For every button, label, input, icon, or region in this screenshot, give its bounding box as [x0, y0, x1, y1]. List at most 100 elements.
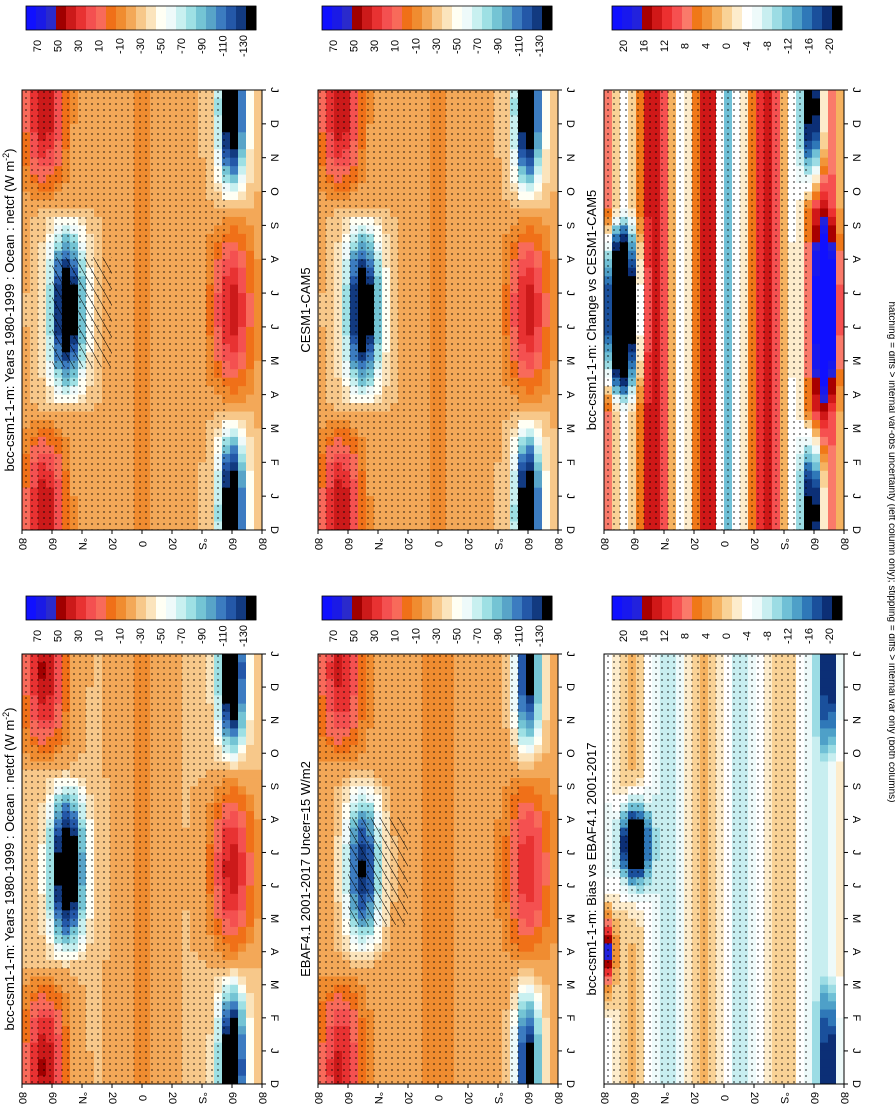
heatmap-cell: [254, 1017, 262, 1027]
heatmap-cell: [534, 1001, 543, 1011]
heatmap-cell: [550, 687, 558, 696]
heatmap-cell: [230, 360, 239, 370]
colorbar-swatch: [66, 596, 77, 620]
heatmap-cell: [518, 761, 527, 771]
heatmap-cell: [222, 1067, 231, 1077]
heatmap-cell: [534, 720, 543, 730]
heatmap-cell: [518, 844, 527, 854]
heatmap-cell: [230, 1017, 239, 1027]
heatmap-cell: [222, 360, 231, 370]
heatmap-cell: [518, 1009, 527, 1019]
month-tick-label: S: [268, 222, 280, 229]
heatmap-cell: [518, 902, 527, 911]
lat-tick-label: 80: [16, 1092, 28, 1104]
colorbar-swatch: [206, 6, 217, 30]
colorbar-swatch: [542, 596, 553, 620]
heatmap-cell: [230, 369, 239, 379]
heatmap-cell: [238, 276, 247, 286]
heatmap-cell: [534, 1067, 543, 1077]
heatmap-cell: [254, 835, 262, 845]
colorbar-swatch: [236, 6, 247, 30]
heatmap-cell: [550, 662, 558, 672]
heatmap-cell: [238, 462, 247, 472]
heatmap-cell: [518, 769, 527, 779]
heatmap-cell: [230, 654, 239, 663]
heatmap-cell: [254, 720, 262, 730]
heatmap-cell: [550, 736, 558, 746]
heatmap-cell: [550, 844, 558, 854]
heatmap-cell: [246, 1059, 255, 1069]
heatmap-cell: [238, 761, 247, 771]
footnote: hatching = diffs > internal var-obs unce…: [886, 302, 895, 803]
heatmap-cell: [542, 811, 551, 820]
heatmap-cell: [534, 744, 543, 754]
heatmap-cell: [254, 819, 262, 829]
heatmap-cell: [526, 819, 535, 829]
heatmap-cell: [550, 993, 558, 1002]
heatmap-cell: [230, 811, 239, 820]
heatmap-cell: [542, 959, 551, 969]
heatmap-cell: [230, 869, 239, 878]
heatmap-cell: [526, 993, 535, 1002]
colorbar-swatch: [372, 596, 383, 620]
heatmap-cell: [246, 301, 255, 311]
heatmap-cell: [238, 993, 247, 1002]
heatmap-cell: [534, 1059, 543, 1069]
colorbar-frame: [25, 5, 257, 31]
heatmap-cell: [238, 200, 247, 210]
heatmap-cell: [246, 310, 255, 320]
heatmap-cell: [542, 976, 551, 986]
heatmap-cell: [526, 885, 535, 895]
colorbar-swatch: [402, 596, 413, 620]
stippling-overlay: [22, 654, 226, 1084]
heatmap-cell: [222, 753, 231, 763]
heatmap-cell: [238, 250, 247, 260]
heatmap-cell: [254, 233, 262, 243]
heatmap-cell: [222, 984, 231, 994]
heatmap-cell: [526, 811, 535, 820]
heatmap-cell: [230, 926, 239, 936]
heatmap-cell: [230, 335, 239, 345]
heatmap-cell: [254, 216, 262, 226]
colorbar-swatch: [352, 596, 363, 620]
heatmap-cell: [246, 877, 255, 887]
heatmap-cell: [238, 786, 247, 796]
heatmap-cell: [254, 98, 262, 108]
heatmap-cell: [254, 208, 262, 218]
colorbar-swatch: [56, 6, 67, 30]
colorbar-tick-label: -70: [176, 38, 188, 54]
heatmap-cell: [246, 744, 255, 754]
heatmap-cell: [238, 951, 247, 961]
heatmap-cell: [230, 786, 239, 796]
heatmap-cell: [518, 959, 527, 969]
heatmap-cell: [246, 420, 255, 430]
colorbar-swatch: [46, 6, 57, 30]
heatmap-cell: [246, 157, 255, 167]
heatmap-cell: [222, 794, 231, 804]
colorbar-swatch: [126, 596, 137, 620]
heatmap-cell: [550, 769, 558, 779]
heatmap-cell: [254, 860, 262, 870]
month-tick-label: D: [268, 1080, 280, 1088]
heatmap-cell: [238, 479, 247, 489]
month-tick-label: J: [564, 883, 576, 889]
month-tick-label: M: [268, 356, 280, 365]
heatmap-cell: [254, 318, 262, 328]
heatmap-cell: [230, 106, 239, 116]
colorbar-swatch: [442, 596, 453, 620]
heatmap-cell: [254, 453, 262, 463]
heatmap-cell: [238, 284, 247, 294]
heatmap-cell: [550, 1075, 558, 1084]
heatmap-cell: [542, 703, 551, 713]
heatmap-cell: [230, 445, 239, 455]
colorbar-swatch: [342, 596, 353, 620]
heatmap-cell: [526, 1042, 535, 1052]
heatmap-cell: [246, 910, 255, 920]
colorbar-swatch: [66, 6, 77, 30]
heatmap-cell: [230, 293, 239, 303]
month-tick-label: N: [268, 716, 280, 724]
month-tick-label: M: [268, 424, 280, 433]
heatmap-cell: [526, 720, 535, 730]
heatmap-cell: [246, 802, 255, 812]
heatmap-cell: [230, 769, 239, 779]
